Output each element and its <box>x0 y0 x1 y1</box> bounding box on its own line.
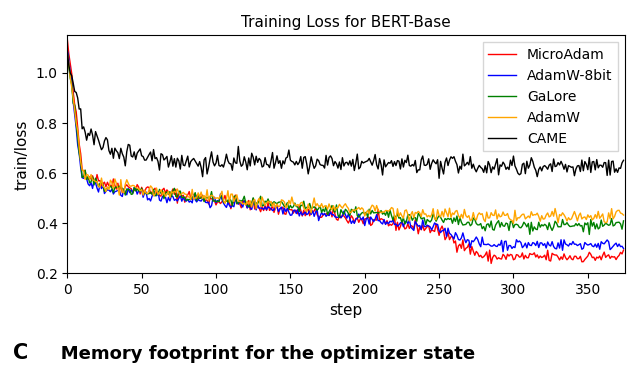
AdamW-8bit <box>499 249 507 254</box>
MicroAdam <box>620 248 627 253</box>
Legend: MicroAdam, AdamW-8bit, GaLore, AdamW, CAME: MicroAdam, AdamW-8bit, GaLore, AdamW, CA… <box>483 42 618 151</box>
Text: Memory footprint for the optimizer state: Memory footprint for the optimizer state <box>42 345 475 363</box>
MicroAdam <box>254 204 262 208</box>
GaLore <box>397 215 404 220</box>
Text: C: C <box>13 343 28 363</box>
AdamW-8bit <box>397 220 404 225</box>
GaLore <box>200 199 208 204</box>
CAME <box>342 160 349 165</box>
MicroAdam <box>487 261 495 266</box>
AdamW-8bit <box>254 203 262 207</box>
MicroAdam <box>242 200 250 204</box>
Line: GaLore: GaLore <box>67 53 623 234</box>
AdamW <box>620 213 627 217</box>
CAME <box>397 167 404 171</box>
Line: AdamW: AdamW <box>67 54 623 223</box>
GaLore <box>242 201 250 205</box>
AdamW <box>242 203 250 208</box>
AdamW <box>254 199 262 203</box>
CAME <box>435 176 443 181</box>
X-axis label: step: step <box>330 303 363 318</box>
AdamW <box>599 212 607 216</box>
AdamW-8bit <box>620 246 627 251</box>
AdamW-8bit <box>242 201 250 206</box>
CAME <box>254 160 262 164</box>
Line: CAME: CAME <box>67 51 623 178</box>
Title: Training Loss for BERT-Base: Training Loss for BERT-Base <box>241 15 451 30</box>
GaLore <box>342 207 349 212</box>
GaLore <box>620 218 627 223</box>
MicroAdam <box>342 216 349 220</box>
AdamW <box>200 193 208 198</box>
Line: MicroAdam: MicroAdam <box>67 39 623 263</box>
AdamW-8bit <box>599 241 607 246</box>
CAME <box>620 158 627 163</box>
CAME <box>200 158 208 162</box>
Line: AdamW-8bit: AdamW-8bit <box>67 50 623 252</box>
GaLore <box>63 51 71 56</box>
AdamW <box>342 201 349 206</box>
Y-axis label: train/loss: train/loss <box>15 119 30 189</box>
GaLore <box>254 201 262 206</box>
GaLore <box>599 224 607 229</box>
AdamW-8bit <box>63 48 71 52</box>
AdamW <box>509 221 517 226</box>
AdamW-8bit <box>200 197 208 201</box>
AdamW <box>63 52 71 56</box>
AdamW-8bit <box>342 212 349 217</box>
CAME <box>242 160 250 164</box>
MicroAdam <box>397 224 404 229</box>
MicroAdam <box>63 36 71 41</box>
MicroAdam <box>200 198 208 203</box>
CAME <box>599 165 607 170</box>
MicroAdam <box>599 253 607 258</box>
GaLore <box>586 232 593 237</box>
CAME <box>63 49 71 54</box>
AdamW <box>397 211 404 215</box>
